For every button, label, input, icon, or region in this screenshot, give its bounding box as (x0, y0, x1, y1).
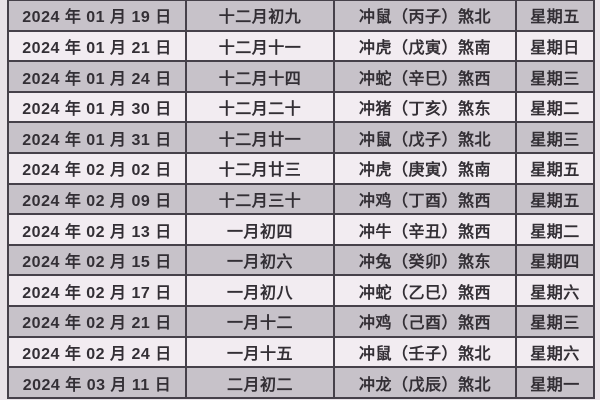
cell-date: 2024 年 01 月 24 日 (7, 60, 187, 93)
cell-clash: 冲蛇（辛巳）煞西 (333, 60, 517, 93)
cell-lunar: 一月十五 (185, 335, 335, 369)
cell-date: 2024 年 02 月 17 日 (7, 274, 187, 308)
cell-date: 2024 年 02 月 13 日 (7, 213, 187, 246)
cell-clash: 冲鼠（丙子）煞北 (333, 0, 517, 32)
almanac-table: 2024 年 01 月 19 日十二月初九 冲鼠（丙子）煞北 星期五 2024 年 0… (7, 0, 595, 399)
cell-weekday: 星期六 (515, 274, 595, 308)
table-row: 2024 年 01 月 24 日十二月十四 冲蛇（辛巳）煞西 星期三 (7, 60, 595, 93)
cell-lunar: 一月初六 (185, 243, 335, 277)
almanac-table-body: 2024 年 01 月 19 日十二月初九 冲鼠（丙子）煞北 星期五 2024 年 0… (7, 0, 595, 399)
cell-weekday: 星期三 (515, 305, 595, 338)
cell-date: 2024 年 02 月 15 日 (7, 243, 187, 277)
table-row: 2024 年 02 月 09 日十二月三十 冲鸡（丁酉）煞西 星期五 (7, 182, 595, 216)
cell-clash: 冲鼠（戊子）煞北 (333, 121, 517, 155)
cell-lunar: 二月初二 (185, 366, 335, 399)
cell-lunar: 十二月二十 (185, 90, 335, 124)
cell-date: 2024 年 01 月 21 日 (7, 29, 187, 63)
table-row: 2024 年 03 月 11 日二月初二 冲龙（戊辰）煞北 星期一 (7, 366, 595, 399)
cell-lunar: 十二月初九 (185, 0, 335, 32)
cell-date: 2024 年 02 月 21 日 (7, 305, 187, 338)
cell-lunar: 一月十二 (185, 305, 335, 338)
table-row: 2024 年 02 月 02 日十二月廿三 冲虎（庚寅）煞南 星期五 (7, 152, 595, 185)
table-row: 2024 年 02 月 13 日一月初四 冲牛（辛丑）煞西 星期二 (7, 213, 595, 246)
cell-clash: 冲牛（辛丑）煞西 (333, 213, 517, 246)
cell-weekday: 星期四 (515, 243, 595, 277)
table-row: 2024 年 01 月 31 日十二月廿一 冲鼠（戊子）煞北 星期三 (7, 121, 595, 155)
cell-clash: 冲鼠（壬子）煞北 (333, 335, 517, 369)
cell-lunar: 十二月廿三 (185, 152, 335, 185)
cell-weekday: 星期三 (515, 121, 595, 155)
cell-lunar: 一月初四 (185, 213, 335, 246)
table-row: 2024 年 02 月 17 日一月初八 冲蛇（乙巳）煞西 星期六 (7, 274, 595, 308)
cell-date: 2024 年 01 月 30 日 (7, 90, 187, 124)
table-row: 2024 年 01 月 19 日十二月初九 冲鼠（丙子）煞北 星期五 (7, 0, 595, 32)
cell-clash: 冲猪（丁亥）煞东 (333, 90, 517, 124)
cell-date: 2024 年 01 月 19 日 (7, 0, 187, 32)
cell-weekday: 星期五 (515, 182, 595, 216)
cell-weekday: 星期日 (515, 29, 595, 63)
cell-weekday: 星期二 (515, 90, 595, 124)
cell-lunar: 十二月十四 (185, 60, 335, 93)
cell-lunar: 十二月十一 (185, 29, 335, 63)
cell-clash: 冲鸡（丁酉）煞西 (333, 182, 517, 216)
cell-lunar: 十二月三十 (185, 182, 335, 216)
table-row: 2024 年 01 月 30 日十二月二十 冲猪（丁亥）煞东 星期二 (7, 90, 595, 124)
cell-clash: 冲蛇（乙巳）煞西 (333, 274, 517, 308)
cell-date: 2024 年 03 月 11 日 (7, 366, 187, 399)
cell-weekday: 星期一 (515, 366, 595, 399)
table-row: 2024 年 01 月 21 日十二月十一 冲虎（戊寅）煞南 星期日 (7, 29, 595, 63)
cell-date: 2024 年 01 月 31 日 (7, 121, 187, 155)
table-row: 2024 年 02 月 21 日一月十二 冲鸡（己酉）煞西 星期三 (7, 305, 595, 338)
cell-lunar: 一月初八 (185, 274, 335, 308)
table-row: 2024 年 02 月 15 日一月初六 冲兔（癸卯）煞东 星期四 (7, 243, 595, 277)
cell-clash: 冲虎（庚寅）煞南 (333, 152, 517, 185)
cell-clash: 冲鸡（己酉）煞西 (333, 305, 517, 338)
cell-date: 2024 年 02 月 02 日 (7, 152, 187, 185)
cell-clash: 冲虎（戊寅）煞南 (333, 29, 517, 63)
cell-lunar: 十二月廿一 (185, 121, 335, 155)
cell-date: 2024 年 02 月 24 日 (7, 335, 187, 369)
cell-weekday: 星期二 (515, 213, 595, 246)
cell-clash: 冲龙（戊辰）煞北 (333, 366, 517, 399)
table-row: 2024 年 02 月 24 日一月十五 冲鼠（壬子）煞北 星期六 (7, 335, 595, 369)
cell-weekday: 星期五 (515, 152, 595, 185)
cell-date: 2024 年 02 月 09 日 (7, 182, 187, 216)
cell-weekday: 星期三 (515, 60, 595, 93)
cell-weekday: 星期六 (515, 335, 595, 369)
cell-clash: 冲兔（癸卯）煞东 (333, 243, 517, 277)
cell-weekday: 星期五 (515, 0, 595, 32)
